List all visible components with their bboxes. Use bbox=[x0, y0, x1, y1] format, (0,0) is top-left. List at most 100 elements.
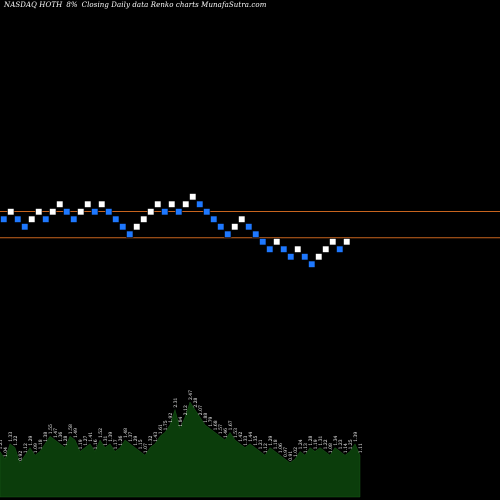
renko-brick-down bbox=[42, 215, 50, 223]
volume-label: 1.29 bbox=[133, 435, 139, 445]
volume-label: 1.36 bbox=[58, 432, 64, 442]
renko-brick-up bbox=[140, 215, 148, 223]
renko-brick-up bbox=[56, 200, 64, 208]
volume-label: 2.28 bbox=[193, 397, 199, 407]
volume-label: 1.41 bbox=[88, 432, 94, 442]
volume-label: 2.12 bbox=[183, 405, 189, 415]
volume-label: 1.61 bbox=[158, 424, 164, 434]
volume-label: 1.39 bbox=[353, 432, 359, 442]
volume-label: 1.06 bbox=[278, 443, 284, 453]
renko-brick-up bbox=[35, 208, 43, 216]
volume-label: 2.07 bbox=[198, 405, 204, 415]
renko-brick-up bbox=[133, 223, 141, 231]
volume-label: 1.34 bbox=[333, 435, 339, 445]
volume-label: 1.21 bbox=[0, 439, 4, 449]
renko-brick-down bbox=[91, 208, 99, 216]
volume-label: 1.42 bbox=[238, 432, 244, 442]
renko-brick-up bbox=[147, 208, 155, 216]
volume-label: 1.33 bbox=[8, 432, 14, 442]
volume-label: 0.91 bbox=[288, 451, 294, 461]
volume-label: 1.19 bbox=[78, 439, 84, 449]
volume-label: 1.48 bbox=[123, 428, 129, 438]
chart-title: NASDAQ HOTH 8% Closing Daily data Renko ch… bbox=[4, 1, 270, 9]
volume-label: 1.79 bbox=[208, 416, 214, 426]
renko-brick-down bbox=[245, 223, 253, 231]
renko-brick-down bbox=[14, 215, 22, 223]
renko-brick-up bbox=[28, 215, 36, 223]
renko-brick-up bbox=[273, 238, 281, 246]
volume-label: 1.18 bbox=[38, 439, 44, 449]
renko-brick-down bbox=[308, 260, 316, 268]
volume-label: 1.17 bbox=[113, 439, 119, 449]
volume-label: 1.39 bbox=[108, 432, 114, 442]
volume-label: 1.18 bbox=[273, 439, 279, 449]
renko-brick-down bbox=[175, 208, 183, 216]
volume-label: 1.04 bbox=[3, 447, 9, 457]
volume-label: 1.43 bbox=[153, 432, 159, 442]
renko-brick-up bbox=[77, 208, 85, 216]
volume-label: 1.14 bbox=[343, 443, 349, 453]
volume-label: 2.31 bbox=[173, 397, 179, 407]
volume-label: 1.44 bbox=[248, 432, 254, 442]
volume-label: 1.12 bbox=[23, 443, 29, 453]
volume-label: 1.29 bbox=[268, 435, 274, 445]
volume-label: 1.26 bbox=[118, 435, 124, 445]
volume-label: 1.35 bbox=[253, 435, 259, 445]
volume-label: 1.49 bbox=[73, 428, 79, 438]
volume-label: 1.88 bbox=[203, 413, 209, 423]
volume-label: 1.28 bbox=[63, 435, 69, 445]
ticker-label: NASDAQ HOTH bbox=[4, 1, 63, 9]
renko-brick-down bbox=[126, 230, 134, 238]
volume-label: 1.33 bbox=[243, 435, 249, 445]
volume-label: 1.67 bbox=[228, 420, 234, 430]
volume-label: 1.09 bbox=[33, 443, 39, 453]
renko-brick-up bbox=[49, 208, 57, 216]
volume-label: 1.22 bbox=[323, 439, 329, 449]
renko-brick-up bbox=[154, 200, 162, 208]
renko-brick-down bbox=[112, 215, 120, 223]
volume-label: 1.21 bbox=[258, 439, 264, 449]
volume-label: 1.15 bbox=[138, 439, 144, 449]
renko-brick-down bbox=[266, 245, 274, 253]
renko-brick-up bbox=[168, 200, 176, 208]
renko-brick-up bbox=[329, 238, 337, 246]
volume-label: 0.97 bbox=[283, 447, 289, 457]
renko-brick-down bbox=[217, 223, 225, 231]
volume-label: 1.24 bbox=[298, 439, 304, 449]
renko-bricks bbox=[0, 193, 351, 268]
volume-label: 1.13 bbox=[303, 443, 309, 453]
volume-label: 1.68 bbox=[213, 420, 219, 430]
renko-brick-down bbox=[70, 215, 78, 223]
volume-label: 1.46 bbox=[223, 428, 229, 438]
renko-brick-down bbox=[105, 208, 113, 216]
renko-brick-up bbox=[238, 215, 246, 223]
renko-brick-up bbox=[189, 193, 197, 201]
chart-description: Closing Daily data Renko charts MunafaSu… bbox=[81, 1, 267, 9]
renko-brick-up bbox=[322, 245, 330, 253]
volume-label: 1.16 bbox=[93, 439, 99, 449]
volume-label: 1.02 bbox=[293, 447, 299, 457]
volume-label: 1.52 bbox=[98, 428, 104, 438]
volume-label: 1.58 bbox=[68, 424, 74, 434]
renko-brick-down bbox=[196, 200, 204, 208]
renko-brick-up bbox=[84, 200, 92, 208]
volume-label: 1.53 bbox=[233, 428, 239, 438]
volume-label: 0.92 bbox=[18, 451, 24, 461]
renko-brick-down bbox=[287, 253, 295, 261]
volume-label: 1.29 bbox=[28, 435, 34, 445]
renko-brick-up bbox=[182, 200, 190, 208]
renko-brick-down bbox=[336, 245, 344, 253]
renko-brick-down bbox=[224, 230, 232, 238]
volume-label: 1.57 bbox=[218, 424, 224, 434]
volume-label: 1.08 bbox=[328, 443, 334, 453]
volume-label: 1.55 bbox=[48, 424, 54, 434]
renko-brick-down bbox=[119, 223, 127, 231]
volume-label: 1.31 bbox=[103, 435, 109, 445]
renko-brick-down bbox=[0, 215, 8, 223]
volume-label: 1.37 bbox=[128, 432, 134, 442]
renko-brick-up bbox=[7, 208, 15, 216]
volume-area bbox=[0, 401, 361, 498]
volume-label: 1.22 bbox=[13, 435, 19, 445]
renko-brick-up bbox=[315, 253, 323, 261]
volume-label: 1.27 bbox=[83, 435, 89, 445]
